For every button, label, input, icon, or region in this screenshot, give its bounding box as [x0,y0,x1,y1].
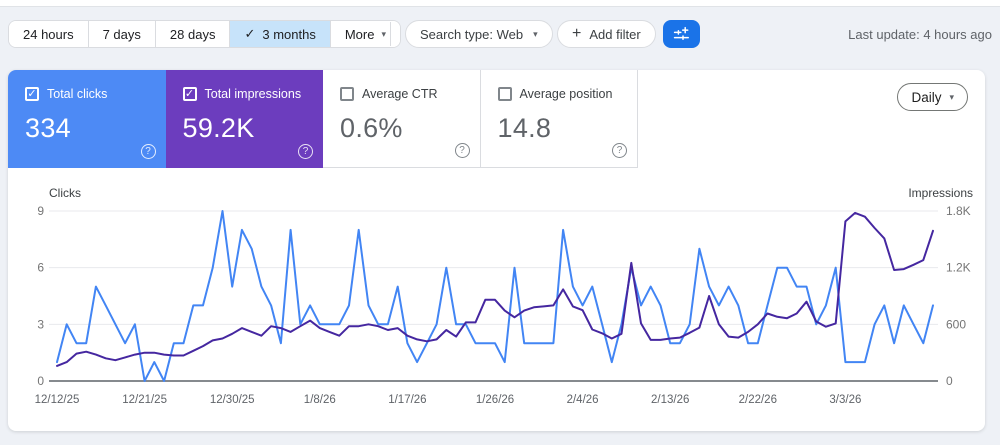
last-update-text: Last update: 4 hours ago [848,27,992,42]
add-filter-button[interactable]: + Add filter [557,20,656,48]
right-axis-tick-label: 600 [946,317,966,331]
metric-value: 334 [25,113,71,143]
left-axis-tick-label: 9 [37,204,44,218]
add-filter-label: Add filter [589,26,641,42]
checkbox-unchecked-icon[interactable] [497,87,512,101]
date-range-chip-group: 24 hours 7 days 28 days ✓ 3 months More … [8,20,401,48]
date-range-28-days[interactable]: 28 days [155,21,231,47]
right-axis-tick-label: 1.8K [946,204,971,218]
chevron-down-icon: ▾ [533,28,538,39]
x-tick-label: 3/3/26 [829,394,861,406]
right-axis-tick-label: 1.2K [946,261,971,275]
x-tick-label: 1/8/26 [304,394,336,406]
chevron-down-icon: ▾ [381,28,386,39]
checkbox-checked-icon[interactable]: ✓ [182,87,197,101]
x-tick-label: 12/30/25 [210,394,255,406]
x-tick-label: 1/26/26 [476,394,514,406]
x-tick-label: 2/4/26 [567,394,599,406]
interval-value: Daily [911,89,942,105]
left-axis-title: Clicks [49,186,81,200]
plus-icon: + [572,25,582,42]
metric-label: Average position [519,87,613,101]
search-type-label: Search type: Web [420,26,524,42]
tune-plus-icon [672,25,691,44]
left-axis-tick-label: 6 [37,261,44,275]
metric-value: 59.2K [182,113,255,143]
metric-tiles-row: ✓ Total clicks 334 ? ✓ Total impressions… [8,70,638,168]
metric-label: Average CTR [362,87,438,101]
date-range-24-hours[interactable]: 24 hours [9,21,89,47]
toolbar-divider [390,22,391,46]
metric-value: 14.8 [497,113,552,143]
right-axis-title: Impressions [908,186,973,200]
x-tick-label: 1/17/26 [388,394,426,406]
date-range-label: 7 days [102,26,141,42]
date-range-3-months[interactable]: ✓ 3 months [230,21,331,47]
date-range-label: 28 days [169,26,216,42]
chevron-down-icon: ▾ [949,91,954,102]
x-tick-label: 12/12/25 [35,394,80,406]
help-icon[interactable]: ? [140,144,156,159]
help-icon[interactable]: ? [612,143,627,158]
checkbox-checked-icon[interactable]: ✓ [25,87,39,101]
performance-card: ✓ Total clicks 334 ? ✓ Total impressions… [8,70,985,431]
series-line-impressions [56,211,934,367]
metric-label: Total clicks [47,87,108,101]
metric-tile-average-position[interactable]: Average position 14.8 ? [480,70,638,168]
metric-tile-total-impressions[interactable]: ✓ Total impressions 59.2K ? [165,70,323,168]
help-icon[interactable]: ? [298,144,313,159]
metric-value: 0.6% [340,113,403,143]
x-tick-label: 2/13/26 [651,394,689,406]
x-tick-label: 2/22/26 [739,394,777,406]
right-axis-tick-label: 0 [946,374,953,388]
check-icon: ✓ [244,26,256,41]
date-range-more-button[interactable]: More ▾ [330,21,400,47]
search-type-dropdown[interactable]: Search type: Web ▾ [405,20,553,48]
left-axis-tick-label: 3 [37,317,44,331]
metric-tile-average-ctr[interactable]: Average CTR 0.6% ? [323,70,481,168]
performance-chart: Clicks Impressions 9 6 3 0 1.8K 1.2K 600 0 12/12/2… [35,186,973,406]
series-line-clicks [56,210,934,382]
x-tick-label: 12/21/25 [122,394,167,406]
filter-settings-button[interactable] [663,20,700,48]
top-app-edge [0,0,1000,7]
date-range-label: 3 months [262,26,316,42]
metric-label: Total impressions [204,87,302,101]
metric-tile-total-clicks[interactable]: ✓ Total clicks 334 ? [8,70,166,168]
help-icon[interactable]: ? [454,143,470,158]
checkbox-unchecked-icon[interactable] [340,87,354,101]
left-axis-tick-label: 0 [37,374,44,388]
interval-dropdown[interactable]: Daily ▾ [897,83,968,111]
more-label: More [344,26,375,42]
date-range-label: 24 hours [23,26,74,42]
date-range-7-days[interactable]: 7 days [88,21,156,47]
